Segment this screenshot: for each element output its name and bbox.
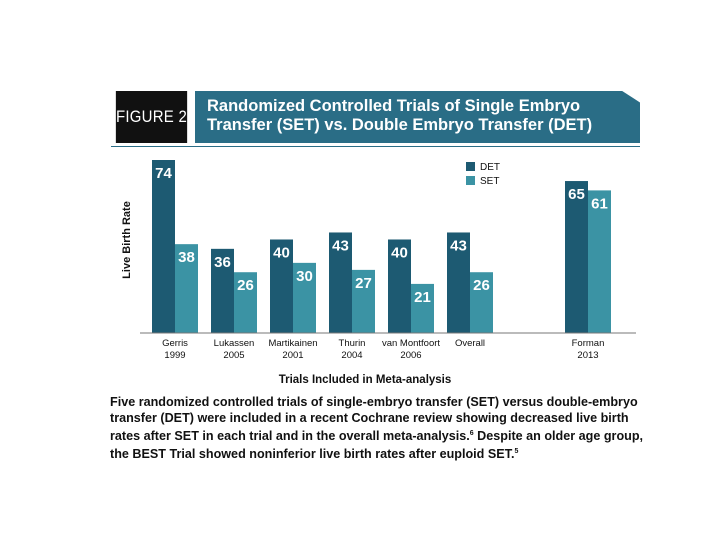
bar-det-0 (152, 160, 175, 333)
bar-det-6 (565, 181, 588, 333)
data-label-det-3: 43 (332, 237, 349, 254)
data-label-set-6: 61 (591, 195, 608, 212)
x-tick-label-0-1: 1999 (164, 350, 185, 361)
figure-title-line-2: Transfer (SET) vs. Double Embryo Transfe… (207, 116, 593, 134)
bar-set-0 (175, 244, 198, 333)
bar-set-4 (411, 283, 434, 333)
figure-label: FIGURE 2 (115, 91, 188, 143)
x-tick-label-1-0: Lukassen (214, 338, 255, 349)
bar-det-1 (211, 248, 234, 333)
bar-set-3 (352, 269, 375, 333)
x-tick-label-3-0: Thurin (339, 338, 366, 349)
data-label-set-5: 26 (473, 277, 490, 294)
x-tick-label-6-1: 2013 (577, 350, 598, 361)
x-tick-label-3-1: 2004 (341, 350, 362, 361)
legend-swatch-set (466, 176, 475, 185)
bar-det-2 (270, 239, 293, 333)
bar-set-1 (234, 272, 257, 333)
data-label-det-5: 43 (450, 237, 467, 254)
legend-label-set: SET (480, 176, 499, 187)
x-tick-label-0-0: Gerris (162, 338, 188, 349)
x-tick-label-4-0: van Montfoort (382, 338, 440, 349)
bar-set-2 (293, 262, 316, 333)
data-label-set-1: 26 (237, 277, 254, 294)
data-label-set-4: 21 (414, 289, 431, 306)
bar-det-3 (329, 232, 352, 333)
legend-swatch-det (466, 162, 475, 171)
x-tick-label-4-1: 2006 (400, 350, 421, 361)
bar-det-4 (388, 239, 411, 333)
header-rule (111, 146, 640, 147)
data-label-det-4: 40 (391, 244, 408, 261)
data-label-det-6: 65 (568, 186, 585, 203)
bar-set-5 (470, 272, 493, 333)
caption-text: Five randomized controlled trials of sin… (110, 395, 638, 444)
x-axis-label: Trials Included in Meta-analysis (279, 374, 452, 386)
x-tick-label-5-0: Overall (455, 338, 485, 349)
data-label-set-2: 30 (296, 268, 313, 285)
data-label-set-0: 38 (178, 249, 195, 266)
caption-text-2: Despite an older age group, the BEST Tri… (110, 429, 644, 462)
title-banner: Randomized Controlled Trials of Single E… (195, 91, 640, 143)
caption-ref-1: 6 (469, 430, 474, 437)
data-label-det-2: 40 (273, 244, 290, 261)
bar-set-6 (588, 190, 611, 333)
figure-title-line-1: Randomized Controlled Trials of Single E… (207, 97, 581, 115)
x-tick-label-2-0: Martikainen (268, 338, 317, 349)
figure-caption: Five randomized controlled trials of sin… (110, 394, 650, 462)
data-label-set-3: 27 (355, 275, 372, 292)
figure-title: Randomized Controlled Trials of Single E… (207, 97, 627, 135)
x-tick-label-1-1: 2005 (223, 350, 244, 361)
bar-det-5 (447, 232, 470, 333)
caption-ref-2: 5 (514, 448, 519, 456)
x-tick-label-6-0: Forman (572, 338, 605, 349)
legend-label-det: DET (480, 162, 500, 173)
data-label-det-1: 36 (214, 254, 231, 271)
data-label-det-0: 74 (155, 165, 172, 182)
y-axis-label: Live Birth Rate (121, 201, 133, 279)
x-tick-label-2-1: 2001 (282, 350, 303, 361)
